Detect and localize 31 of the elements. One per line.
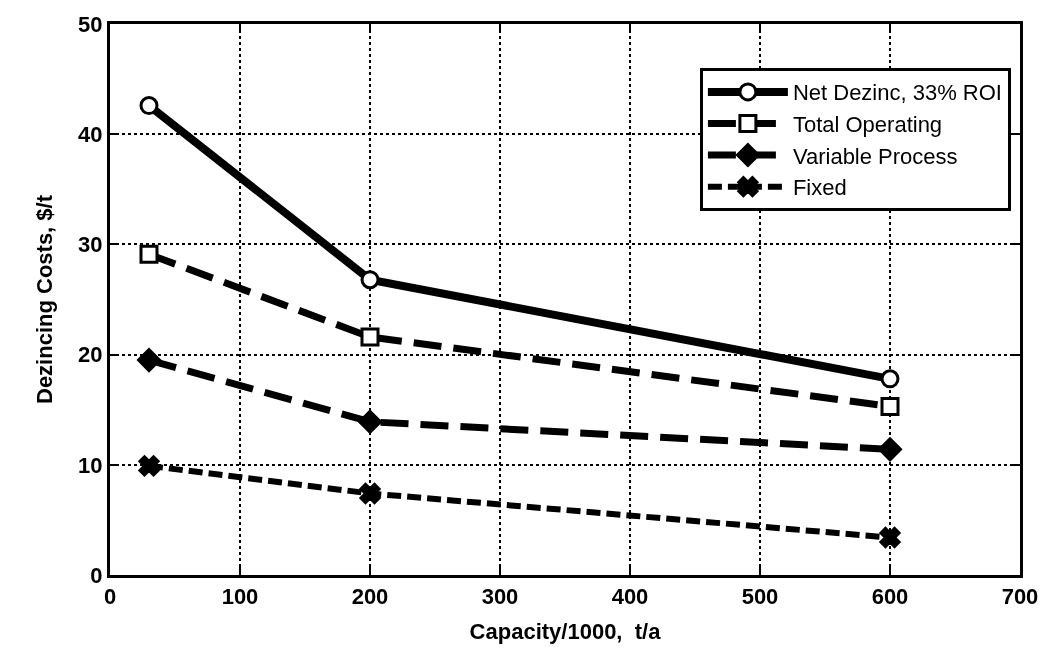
y-tick-label: 30 (78, 232, 103, 258)
x-tick-label: 300 (481, 584, 519, 610)
legend-label: Fixed (792, 175, 847, 201)
y-tick-label: 40 (78, 121, 103, 147)
x-tick-label: 100 (221, 584, 259, 610)
x-tick-label: 400 (611, 584, 649, 610)
y-tick-label: 10 (78, 452, 103, 478)
y-tick-label: 0 (90, 562, 103, 588)
y-axis-title: Dezincing Costs, $/t (31, 194, 57, 405)
x-tick-label: 600 (871, 584, 909, 610)
x-tick-label: 500 (741, 584, 779, 610)
point (360, 270, 380, 290)
x-axis-title: Capacity/1000, t/a (469, 619, 662, 645)
point (359, 482, 381, 505)
point (358, 409, 382, 434)
point (878, 437, 902, 462)
point (139, 96, 159, 116)
legend-label: Variable Process (792, 143, 958, 169)
legend-label: Total Operating (792, 112, 943, 138)
point (137, 348, 161, 373)
y-tick-label: 20 (78, 342, 103, 368)
x-tick-label: 700 (1001, 584, 1039, 610)
point (139, 244, 159, 264)
legend-label: Net Dezinc, 33% ROI (792, 80, 1002, 106)
x-tick-label: 200 (351, 584, 389, 610)
point (138, 455, 160, 477)
point (360, 327, 380, 347)
point (880, 369, 900, 389)
point (879, 526, 901, 549)
point (880, 396, 900, 416)
y-tick-label: 50 (78, 11, 103, 37)
